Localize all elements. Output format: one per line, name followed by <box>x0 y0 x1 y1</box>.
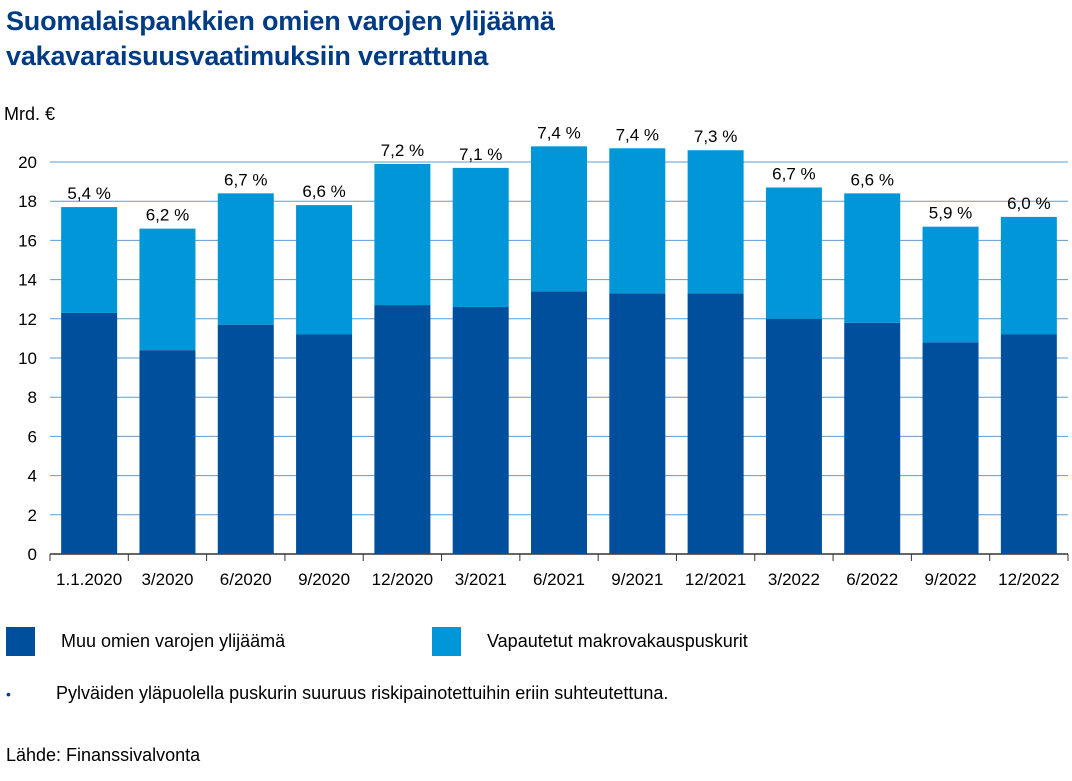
bar-segment-released-buffers <box>844 193 901 323</box>
bullet-icon: • <box>6 685 11 702</box>
x-tick-label: 12/2020 <box>372 570 433 589</box>
y-tick-label: 10 <box>18 349 37 368</box>
y-tick-label: 6 <box>28 427 37 446</box>
y-tick-label: 20 <box>18 153 37 172</box>
y-tick-label: 12 <box>18 310 37 329</box>
bar-segment-released-buffers <box>61 207 118 313</box>
bar-data-label: 6,7 % <box>224 170 267 189</box>
legend-swatch-released-buffers <box>432 627 461 656</box>
bar-segment-released-buffers <box>531 146 587 292</box>
bar-data-label: 7,4 % <box>616 125 659 144</box>
legend-label-released-buffers: Vapautetut makrovakauspuskurit <box>487 631 748 651</box>
bar-segment-other-surplus <box>765 318 822 554</box>
bar-segment-other-surplus <box>374 305 431 554</box>
x-tick-label: 6/2022 <box>846 570 898 589</box>
bar-segment-released-buffers <box>139 228 196 351</box>
bar-data-label: 7,2 % <box>381 141 424 160</box>
bar-segment-released-buffers <box>922 226 979 343</box>
legend-swatch-other-surplus <box>6 627 35 656</box>
x-tick-label: 3/2021 <box>455 570 507 589</box>
bar-segment-released-buffers <box>609 148 666 294</box>
bar-segment-other-surplus <box>296 334 353 554</box>
x-tick-label: 6/2020 <box>220 570 272 589</box>
bar-segment-other-surplus <box>1000 334 1057 554</box>
x-tick-label: 12/2021 <box>685 570 746 589</box>
y-tick-label: 18 <box>18 192 37 211</box>
bar-data-label: 7,1 % <box>459 145 502 164</box>
bar-segment-other-surplus <box>452 307 509 554</box>
y-tick-label: 8 <box>28 388 37 407</box>
x-tick-label: 6/2021 <box>533 570 585 589</box>
bar-segment-released-buffers <box>1000 216 1057 335</box>
footnote: • Pylväiden yläpuolella puskurin suuruus… <box>6 683 668 704</box>
bar-data-label: 6,6 % <box>850 170 893 189</box>
bar-data-label: 5,9 % <box>929 204 972 223</box>
bar-segment-other-surplus <box>531 291 587 554</box>
bar-segment-other-surplus <box>217 324 274 554</box>
bar-data-label: 6,0 % <box>1007 194 1050 213</box>
bar-segment-released-buffers <box>296 205 353 335</box>
chart-title-line-2: vakavaraisuusvaatimuksiin verrattuna <box>6 41 489 71</box>
bar-data-label: 5,4 % <box>67 184 110 203</box>
bar-segment-other-surplus <box>844 322 901 554</box>
bar-segment-other-surplus <box>609 293 666 554</box>
y-tick-label: 0 <box>28 545 37 564</box>
x-tick-label: 9/2020 <box>298 570 350 589</box>
y-tick-label: 4 <box>28 467 37 486</box>
chart-title-line-1: Suomalaispankkien omien varojen ylijäämä <box>6 6 555 36</box>
y-tick-label: 14 <box>18 271 37 290</box>
bar-segment-released-buffers <box>452 167 509 308</box>
y-axis-label: Mrd. € <box>4 104 55 124</box>
bar-segment-other-surplus <box>922 342 979 554</box>
legend-item-other-surplus: Muu omien varojen ylijäämä <box>6 627 285 656</box>
bar-segment-other-surplus <box>687 293 744 554</box>
bar-data-label: 6,2 % <box>146 206 189 225</box>
bar-segment-released-buffers <box>374 163 431 306</box>
bar-data-label: 6,7 % <box>772 164 815 183</box>
footnote-text: Pylväiden yläpuolella puskurin suuruus r… <box>56 683 669 703</box>
bar-segment-released-buffers <box>765 187 822 319</box>
source-text: Lähde: Finanssivalvonta <box>6 745 201 765</box>
bar-segment-released-buffers <box>217 193 274 325</box>
chart-title: Suomalaispankkien omien varojen ylijäämä… <box>6 4 555 74</box>
x-tick-label: 9/2022 <box>925 570 977 589</box>
x-tick-label: 9/2021 <box>611 570 663 589</box>
bar-data-label: 7,4 % <box>537 123 580 142</box>
bar-segment-other-surplus <box>61 312 118 554</box>
bar-data-label: 7,3 % <box>694 127 737 146</box>
bar-segment-released-buffers <box>687 150 744 294</box>
legend-item-released-buffers: Vapautetut makrovakauspuskurit <box>432 627 748 656</box>
stacked-bar-chart: Mrd. € 5,4 % 6,2 % 6,7 % 6,6 % 7,2 % 7,1 % 7,4… <box>4 104 1069 589</box>
x-tick-label: 12/2022 <box>998 570 1059 589</box>
x-tick-label: 3/2020 <box>141 570 193 589</box>
y-tick-label: 2 <box>28 506 37 525</box>
legend-label-other-surplus: Muu omien varojen ylijäämä <box>61 631 286 651</box>
bar-segment-other-surplus <box>139 350 196 554</box>
x-tick-label: 1.1.2020 <box>56 570 122 589</box>
x-tick-label: 3/2022 <box>768 570 820 589</box>
bar-data-label: 6,6 % <box>302 182 345 201</box>
y-tick-label: 16 <box>18 231 37 250</box>
